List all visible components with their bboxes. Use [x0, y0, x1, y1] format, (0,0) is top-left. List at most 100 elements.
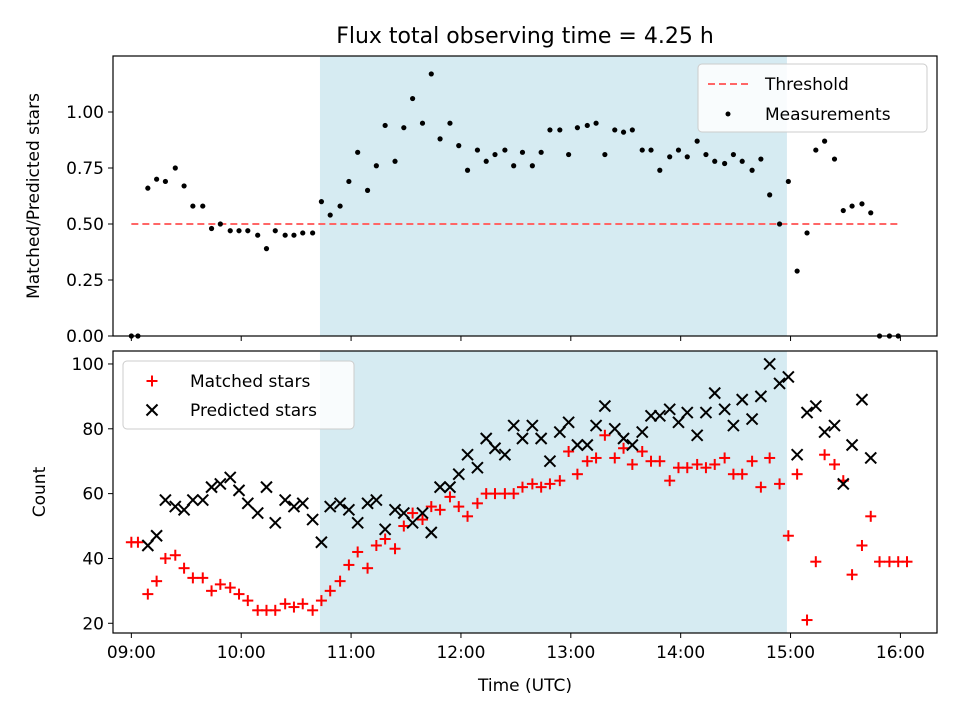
predicted-star-point: [581, 438, 594, 452]
measurement-point: [456, 143, 462, 149]
predicted-star-point: [498, 448, 512, 461]
predicted-star-point: [388, 503, 402, 517]
measurement-point: [364, 187, 371, 193]
measurement-point: [739, 158, 745, 164]
predicted-star-point: [443, 480, 457, 494]
measurement-point: [282, 232, 288, 238]
predicted-star-point: [636, 425, 649, 439]
matched-stars-points: [125, 429, 913, 626]
measurement-point: [263, 246, 270, 252]
measurement-point: [392, 158, 398, 164]
predicted-star-point: [269, 516, 282, 530]
measurement-point: [483, 158, 489, 164]
measurement-point: [675, 147, 682, 153]
measurement-point: [767, 192, 773, 198]
predicted-star-point: [461, 448, 474, 461]
measurement-point: [831, 156, 838, 162]
legend-matched-label: Matched stars: [190, 372, 310, 392]
chart-title: Flux total observing time = 4.25 h: [336, 24, 714, 49]
predicted-star-point: [644, 409, 658, 423]
measurement-point: [804, 230, 810, 236]
measurement-point: [502, 147, 508, 153]
measurement-point: [208, 225, 215, 232]
predicted-star-point: [818, 425, 831, 439]
observing-window-shade: [319, 351, 787, 633]
measurement-point: [566, 151, 572, 158]
predicted-star-point: [663, 403, 676, 416]
measurement-point: [447, 120, 453, 126]
predicted-star-point: [196, 493, 209, 507]
predicted-star-point: [526, 419, 539, 432]
count-panel-frame: [112, 350, 938, 634]
x-tick-label: 16:00: [876, 643, 925, 663]
measurement-point: [236, 228, 242, 234]
predicted-star-point: [800, 406, 814, 419]
predicted-star-point: [562, 416, 575, 429]
measurement-point: [190, 203, 196, 209]
predicted-star-point: [626, 438, 639, 452]
measurement-point: [822, 138, 828, 144]
predicted-star-point: [672, 416, 685, 429]
y-tick-label: 60: [82, 485, 104, 505]
measurement-point: [684, 154, 690, 160]
measurement-point: [200, 203, 206, 209]
predicted-star-point: [763, 357, 776, 371]
measurement-point: [794, 268, 800, 274]
measurement-point: [410, 95, 416, 102]
predicted-star-point: [251, 506, 264, 520]
predicted-star-point: [186, 493, 200, 507]
predicted-star-point: [406, 516, 419, 530]
measurement-point: [730, 151, 737, 158]
ratio-legend-box: [697, 63, 928, 133]
predicted-star-point: [727, 419, 740, 432]
predicted-star-point: [488, 442, 502, 455]
predicted-star-point: [708, 386, 721, 400]
predicted-star-point: [260, 480, 273, 494]
legend-matched-swatch: [146, 375, 158, 387]
predicted-star-point: [141, 539, 155, 552]
measurement-point: [703, 151, 709, 158]
measurement-point: [584, 122, 590, 129]
measurement-point: [813, 147, 819, 153]
count-legend: Matched stars Predicted stars: [122, 360, 355, 430]
y-tick-label: 1.00: [66, 103, 104, 123]
predicted-star-point: [306, 513, 319, 526]
measurement-point: [437, 136, 443, 142]
measurement-point: [840, 207, 846, 214]
predicted-star-point: [837, 477, 850, 491]
measurement-point: [373, 163, 379, 169]
predicted-star-point: [471, 461, 484, 474]
measurement-point: [300, 230, 306, 236]
legend-predicted-label: Predicted stars: [190, 401, 317, 421]
measurement-point: [602, 151, 608, 158]
predicted-star-point: [699, 406, 713, 419]
measurement-point: [722, 160, 728, 167]
measurement-point: [859, 201, 865, 207]
predicted-stars-points: [141, 357, 877, 552]
predicted-star-point: [480, 432, 493, 445]
predicted-star-point: [516, 432, 529, 445]
measurement-point: [620, 129, 627, 135]
measurement-point: [464, 167, 471, 173]
predicted-star-point: [315, 536, 328, 549]
ratio-legend: Threshold Measurements: [697, 63, 928, 133]
measurement-point: [694, 138, 700, 144]
predicted-star-point: [845, 438, 859, 452]
predicted-star-point: [205, 480, 218, 494]
predicted-star-point: [150, 529, 163, 542]
predicted-star-point: [782, 370, 795, 384]
measurement-point: [327, 212, 333, 218]
predicted-star-point: [159, 493, 172, 507]
predicted-star-point: [809, 399, 823, 413]
predicted-star-point: [351, 516, 364, 530]
ratio-panel-frame: [112, 55, 938, 337]
measurement-points: [128, 71, 901, 339]
x-tick-label: 10:00: [217, 643, 266, 663]
predicted-star-point: [224, 471, 237, 484]
measurement-point: [629, 127, 635, 133]
measurement-point: [511, 163, 517, 169]
measurement-point: [181, 183, 187, 189]
measurement-point: [667, 154, 673, 160]
predicted-star-point: [416, 506, 429, 520]
